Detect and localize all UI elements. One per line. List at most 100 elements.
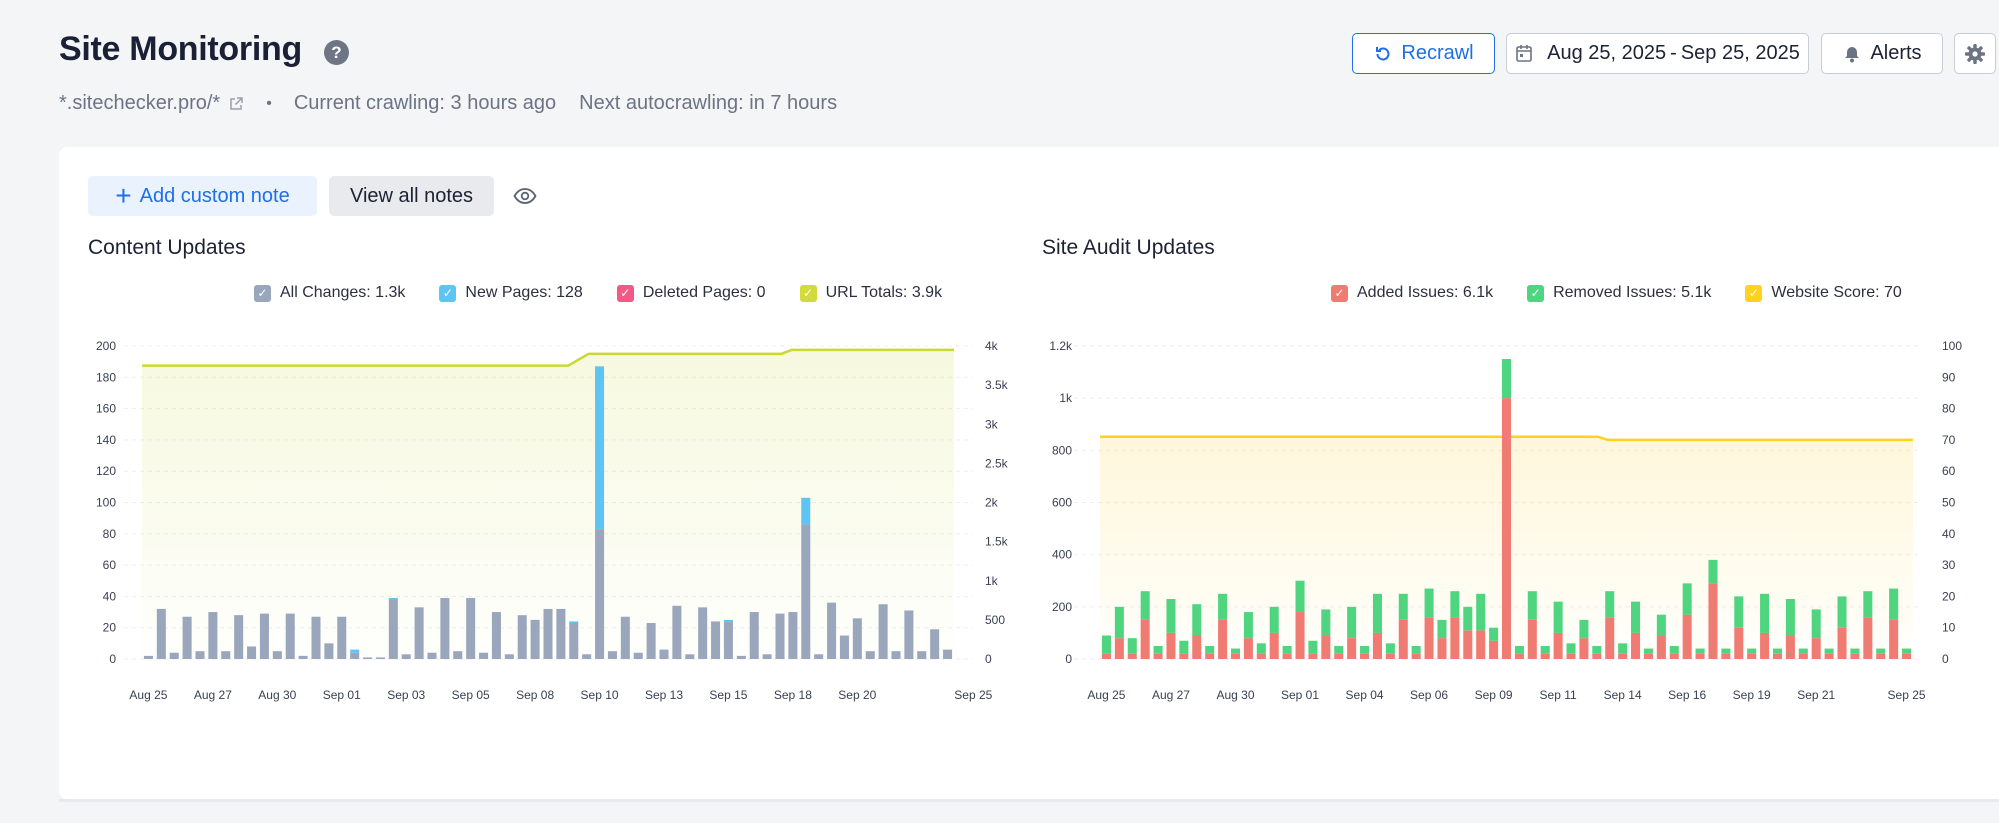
bar <box>1811 638 1821 659</box>
x-tick-label: Sep 09 <box>1475 688 1513 702</box>
bar <box>698 607 708 659</box>
current-crawling: Current crawling: 3 hours ago <box>293 92 557 114</box>
legend-label: Deleted Pages: 0 <box>642 284 766 301</box>
bar <box>1850 653 1860 659</box>
bar <box>1489 640 1499 659</box>
bar <box>1321 609 1331 636</box>
bar <box>1192 635 1202 659</box>
y-tick-label: 80 <box>103 527 117 541</box>
x-tick-label: Sep 21 <box>1797 688 1835 702</box>
x-tick-label: Sep 05 <box>452 688 490 702</box>
legend-label: Added Issues: 6.1k <box>1357 284 1494 301</box>
y2-tick-label: 4k <box>985 339 999 353</box>
x-tick-label: Sep 08 <box>516 688 554 702</box>
recrawl-button[interactable]: Recrawl <box>1352 33 1495 74</box>
legend-added-issues[interactable]: ✓ Added Issues: 6.1k <box>1331 284 1493 302</box>
site-audit-chart[interactable]: 1.2k1k8006004002000100908070605040302010… <box>1040 330 1990 710</box>
bar <box>1850 648 1860 654</box>
y2-tick-label: 0 <box>1942 652 1949 666</box>
bar <box>1179 640 1189 654</box>
bar <box>1811 609 1821 639</box>
bar <box>1334 653 1344 659</box>
site-url[interactable]: *.sitechecker.pro/* <box>59 92 221 114</box>
bar <box>1876 653 1886 659</box>
bar <box>1902 653 1912 659</box>
external-link-icon[interactable] <box>228 96 244 112</box>
checkbox-icon: ✓ <box>1527 284 1545 302</box>
bar <box>1902 648 1912 654</box>
eye-icon[interactable] <box>513 186 537 206</box>
bar <box>1592 653 1602 659</box>
settings-button[interactable] <box>1954 33 1996 74</box>
x-tick-label: Sep 25 <box>1888 688 1926 702</box>
x-tick-label: Aug 30 <box>258 688 296 702</box>
legend-label: New Pages: 128 <box>465 284 583 301</box>
bar <box>1243 612 1253 639</box>
content-updates-title: Content Updates <box>88 236 246 259</box>
bar <box>1605 591 1615 618</box>
series-line <box>142 348 954 367</box>
view-all-notes-button[interactable]: View all notes <box>329 176 494 216</box>
bar <box>1166 599 1176 633</box>
y-tick-label: 400 <box>1052 548 1072 562</box>
legend-all-changes[interactable]: ✓ All Changes: 1.3k <box>254 284 405 302</box>
bar <box>543 608 553 659</box>
legend-website-score[interactable]: ✓ Website Score: 70 <box>1745 284 1902 302</box>
bar <box>1553 601 1563 633</box>
bar <box>762 654 772 659</box>
bar <box>1527 619 1537 659</box>
bar <box>479 652 489 659</box>
y2-tick-label: 10 <box>1942 621 1956 635</box>
help-icon[interactable]: ? <box>324 40 349 65</box>
legend-label: URL Totals: 3.9k <box>825 284 943 301</box>
add-custom-note-button[interactable]: + Add custom note <box>88 176 317 216</box>
bar <box>1656 614 1666 636</box>
bar <box>878 604 888 659</box>
date-range-picker[interactable]: Aug 25, 2025 - Sep 25, 2025 <box>1506 33 1809 74</box>
bar <box>569 621 579 624</box>
bar <box>1230 653 1241 659</box>
bar <box>1760 632 1770 659</box>
bar <box>1618 653 1628 659</box>
y2-tick-label: 100 <box>1942 339 1962 353</box>
x-tick-label: Aug 27 <box>1152 688 1190 702</box>
bar <box>1566 653 1576 659</box>
bar <box>1127 653 1137 659</box>
bar <box>440 597 450 659</box>
y2-tick-label: 3.5k <box>985 378 1009 392</box>
bar <box>259 613 269 659</box>
bar <box>1863 617 1873 659</box>
bar <box>736 655 746 659</box>
bar <box>1837 627 1847 659</box>
y2-tick-label: 3k <box>985 417 999 431</box>
bar <box>491 612 501 659</box>
bar <box>1631 601 1641 633</box>
y2-tick-label: 60 <box>1942 464 1956 478</box>
bar <box>401 654 411 659</box>
calendar-icon <box>1516 45 1532 62</box>
y-tick-label: 200 <box>96 339 116 353</box>
bar <box>1798 653 1808 659</box>
y2-tick-label: 50 <box>1942 496 1956 510</box>
site-info: *.sitechecker.pro/* • Current crawling: … <box>59 92 837 115</box>
bar <box>1837 596 1847 628</box>
bar <box>595 529 605 659</box>
bar <box>1269 632 1279 659</box>
legend-url-totals[interactable]: ✓ URL Totals: 3.9k <box>799 284 943 302</box>
bar <box>298 655 308 659</box>
legend-new-pages[interactable]: ✓ New Pages: 128 <box>439 284 583 302</box>
x-tick-label: Sep 03 <box>387 688 425 702</box>
bar <box>1476 593 1486 631</box>
bar <box>1514 645 1524 654</box>
content-updates-chart[interactable]: 2001801601401201008060402004k3.5k3k2.5k2… <box>80 330 1020 710</box>
alerts-button[interactable]: Alerts <box>1821 33 1943 74</box>
legend-deleted-pages[interactable]: ✓ Deleted Pages: 0 <box>616 284 766 302</box>
bar <box>427 652 437 659</box>
x-tick-label: Sep 10 <box>581 688 619 702</box>
bar <box>1424 588 1434 618</box>
legend-removed-issues[interactable]: ✓ Removed Issues: 5.1k <box>1527 284 1711 302</box>
bar <box>788 612 798 659</box>
bar <box>1295 580 1305 613</box>
x-tick-label: Sep 25 <box>954 688 992 702</box>
bar <box>1656 635 1666 659</box>
